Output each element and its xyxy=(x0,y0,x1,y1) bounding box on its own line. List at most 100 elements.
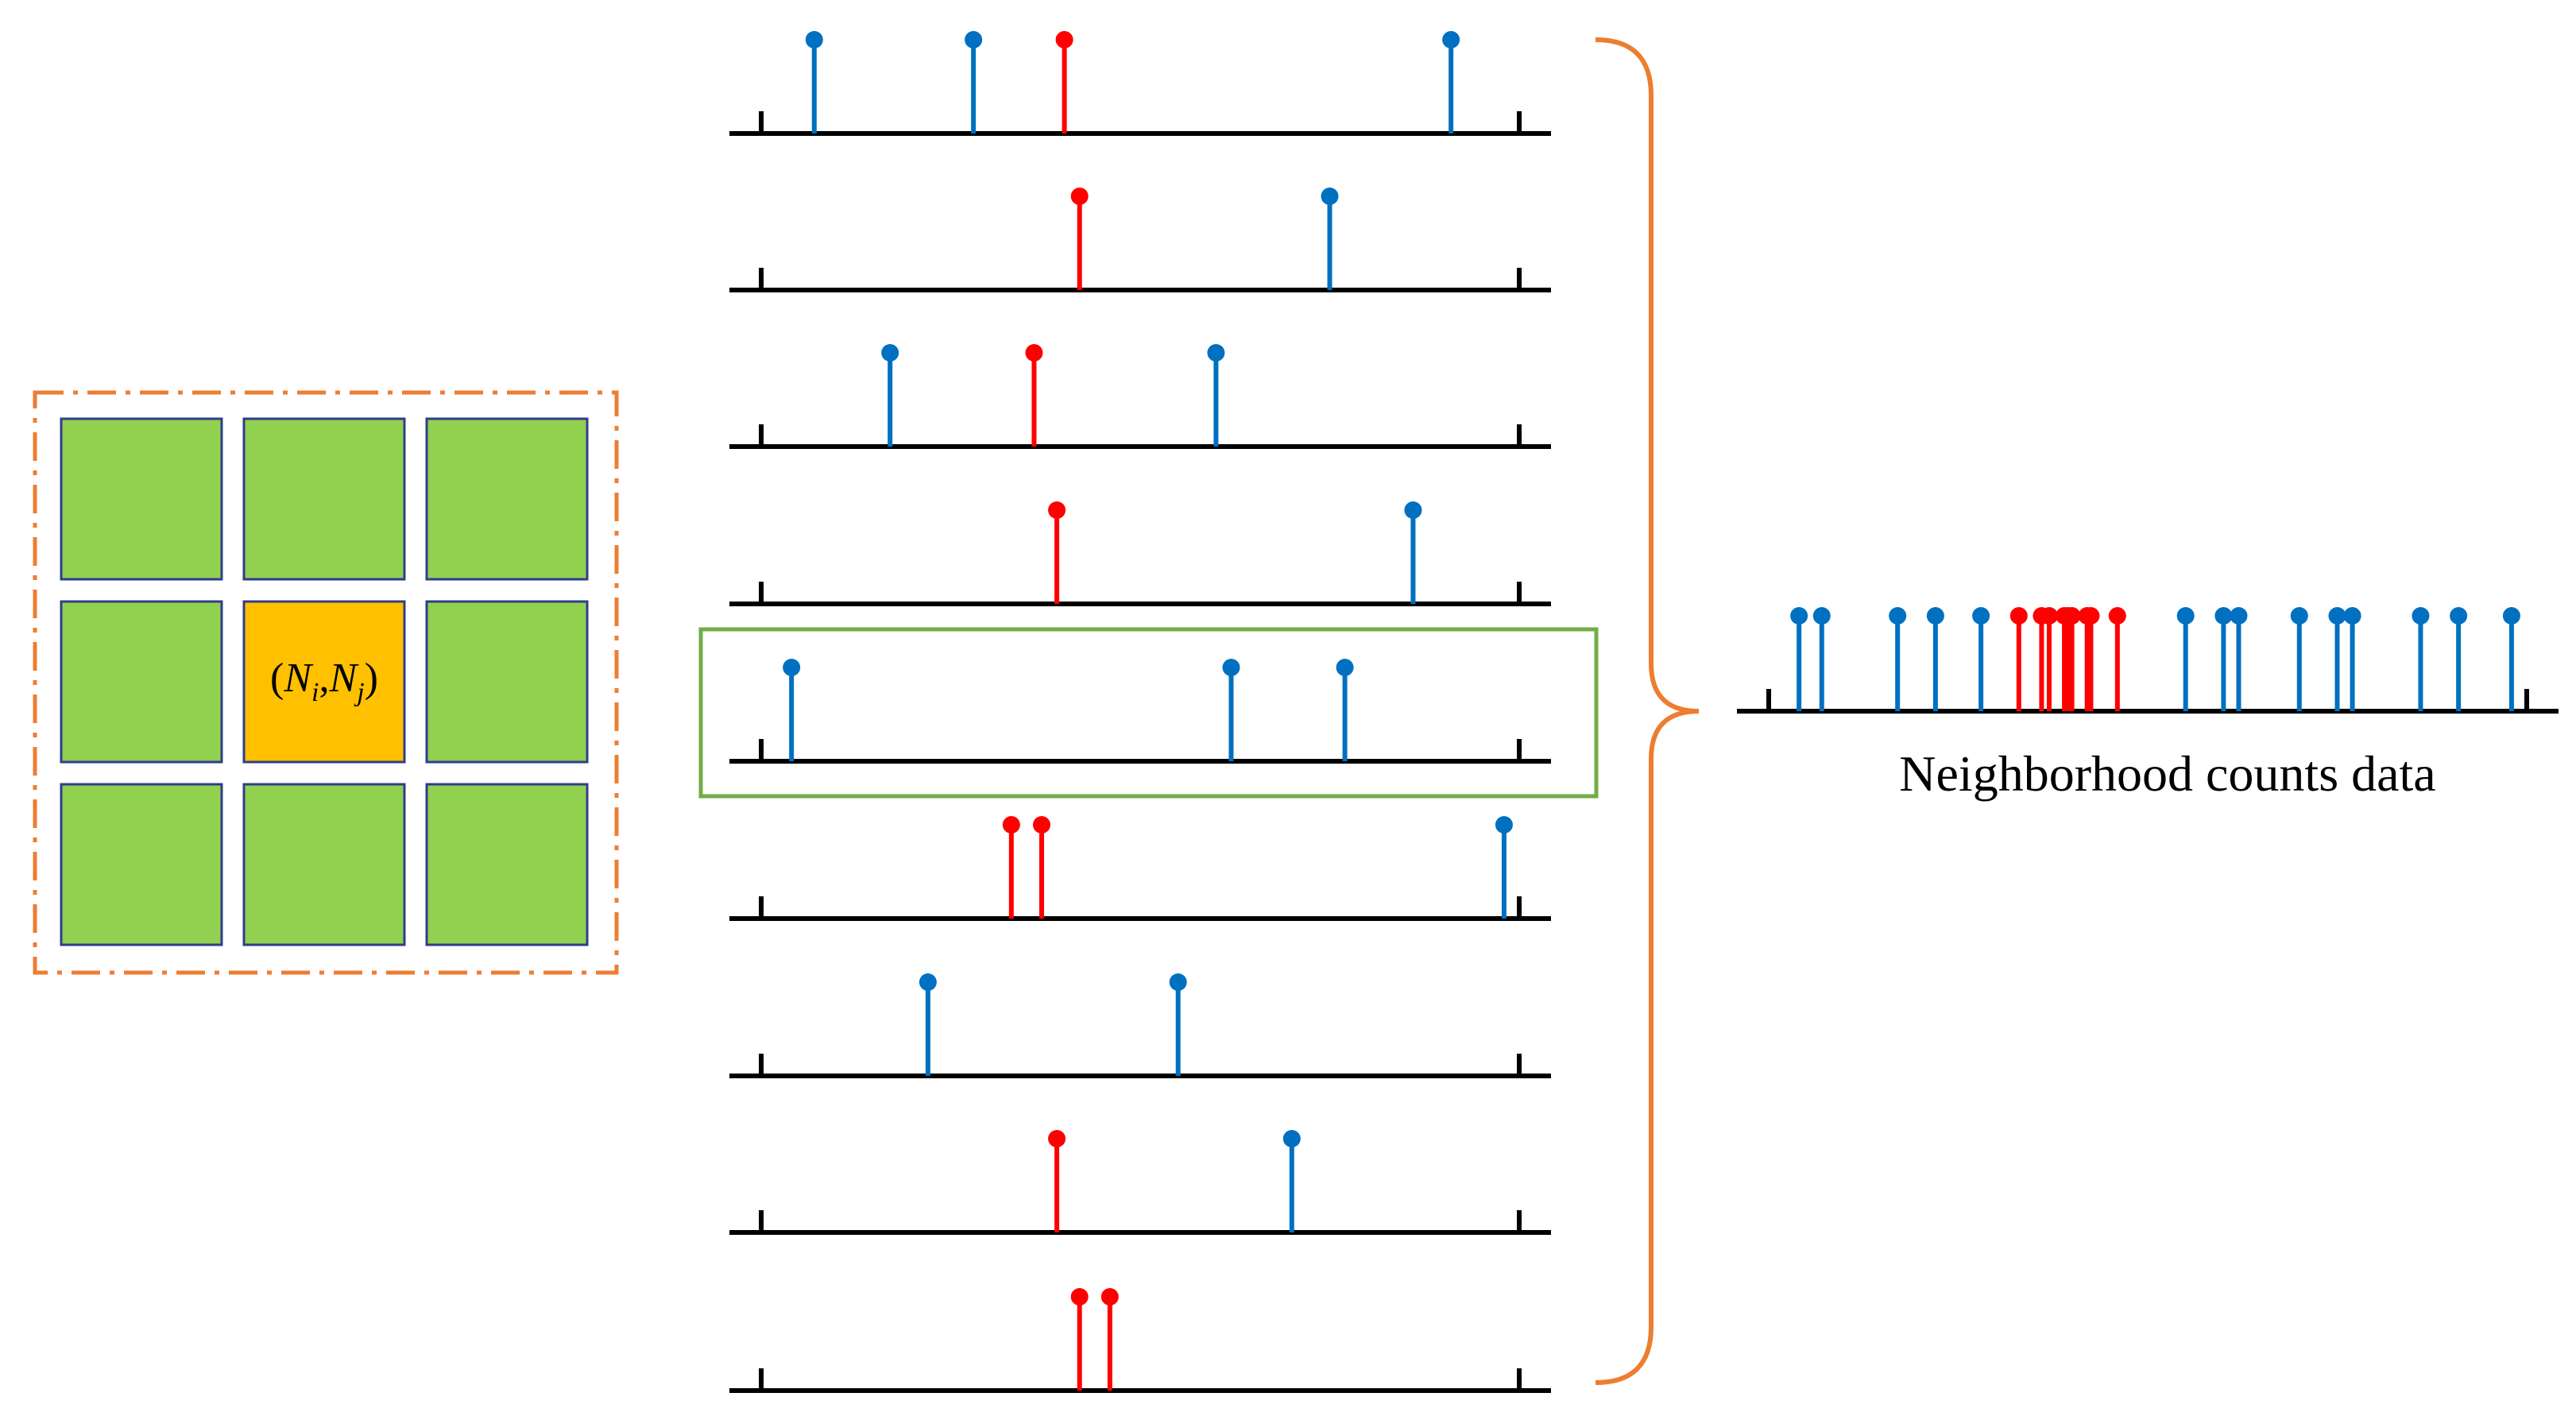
stem-marker xyxy=(2176,607,2195,625)
stem-row-1 xyxy=(729,31,1551,136)
stem-blue xyxy=(1790,607,1808,711)
label-N-i: N xyxy=(283,656,314,701)
stem-marker xyxy=(965,31,983,48)
stem-row-4 xyxy=(729,501,1551,606)
stem-marker xyxy=(1926,607,1944,625)
grouping-brace xyxy=(1595,37,1700,1385)
stem-marker xyxy=(2230,607,2248,625)
stem-red xyxy=(1070,1288,1089,1391)
stem-marker xyxy=(2108,607,2126,625)
stem-marker xyxy=(1790,607,1808,625)
stem-marker xyxy=(1336,659,1354,676)
aggregate-caption: Neighborhood counts data xyxy=(1899,745,2435,802)
stem-marker xyxy=(2040,607,2058,625)
stem-red xyxy=(1048,1130,1066,1232)
stem-blue xyxy=(2230,607,2248,711)
stem-marker xyxy=(1282,1130,1301,1147)
center-cell xyxy=(242,600,406,764)
neighbor-cell xyxy=(60,417,223,581)
neighbor-cell xyxy=(242,417,406,581)
stem-row-9 xyxy=(729,1288,1551,1393)
neighbor-cell xyxy=(425,600,589,764)
stem-blue xyxy=(1972,607,1990,711)
stem-marker xyxy=(1048,501,1066,519)
highlight-box xyxy=(698,627,1599,799)
stem-red xyxy=(1100,1288,1119,1391)
stem-blue xyxy=(805,31,823,133)
stem-red xyxy=(2040,607,2058,711)
stem-blue xyxy=(881,344,899,447)
stem-marker xyxy=(2343,607,2361,625)
aggregate-stem-plot xyxy=(1737,607,2559,714)
stem-marker xyxy=(1032,816,1050,834)
stem-marker xyxy=(1207,344,1225,362)
stem-blue xyxy=(1169,973,1187,1076)
stem-marker xyxy=(1100,1288,1119,1306)
neighborhood-grid: (Ni,Nj) xyxy=(33,390,619,975)
neighbor-cell xyxy=(242,783,406,946)
stem-blue xyxy=(1282,1130,1301,1232)
stem-marker xyxy=(1812,607,1831,625)
stem-blue xyxy=(1926,607,1944,711)
stem-marker xyxy=(1070,1288,1089,1306)
stem-marker xyxy=(1889,607,1907,625)
stem-red xyxy=(1070,188,1089,290)
stem-blue xyxy=(1321,188,1339,290)
stem-blue xyxy=(2450,607,2468,711)
stem-marker xyxy=(1495,816,1513,834)
stem-marker xyxy=(2082,607,2100,625)
label-close-paren: ) xyxy=(365,656,378,701)
stem-blue xyxy=(1442,31,1460,133)
stem-blue xyxy=(1812,607,1831,711)
stem-blue xyxy=(2214,607,2233,711)
stem-blue xyxy=(2328,607,2346,711)
stem-marker xyxy=(2214,607,2233,625)
stem-blue xyxy=(1404,501,1422,604)
label-N-j: N xyxy=(329,656,360,701)
stem-row-2 xyxy=(729,188,1551,292)
stem-marker xyxy=(2290,607,2308,625)
stem-red xyxy=(2082,607,2100,711)
stem-marker xyxy=(805,31,823,48)
stem-row-3 xyxy=(729,344,1551,449)
stem-marker xyxy=(1404,501,1422,519)
stem-blue xyxy=(1495,816,1513,919)
stem-blue xyxy=(2343,607,2361,711)
stem-blue xyxy=(783,659,801,761)
stem-marker xyxy=(1055,31,1073,48)
stem-red xyxy=(1048,501,1066,604)
neighbor-cell xyxy=(60,783,223,946)
neighbor-cell xyxy=(60,600,223,764)
stem-marker xyxy=(881,344,899,362)
stem-marker xyxy=(783,659,801,676)
stem-row-5 xyxy=(698,627,1599,799)
stem-blue xyxy=(965,31,983,133)
stem-red xyxy=(1025,344,1043,447)
stem-marker xyxy=(1169,973,1187,991)
stem-marker xyxy=(1048,1130,1066,1147)
neighborhood-frame xyxy=(33,390,619,975)
stem-blue xyxy=(1889,607,1907,711)
label-comma: , xyxy=(319,656,330,701)
label-subscript-j: j xyxy=(354,678,364,707)
stem-marker xyxy=(2502,607,2520,625)
stem-marker xyxy=(1070,188,1089,205)
stem-row-6 xyxy=(729,816,1551,921)
stem-blue xyxy=(1336,659,1354,761)
stem-red xyxy=(1032,816,1050,919)
stem-blue xyxy=(1207,344,1225,447)
stem-marker xyxy=(919,973,937,991)
stem-marker xyxy=(1025,344,1043,362)
stem-marker xyxy=(1222,659,1240,676)
neighbor-cell xyxy=(425,417,589,581)
stem-marker xyxy=(1002,816,1020,834)
stem-marker xyxy=(2412,607,2430,625)
stem-marker xyxy=(1972,607,1990,625)
stem-red xyxy=(2108,607,2126,711)
stem-blue xyxy=(919,973,937,1076)
stem-row-8 xyxy=(729,1130,1551,1235)
stem-blue xyxy=(1222,659,1240,761)
stem-marker xyxy=(2328,607,2346,625)
stem-red xyxy=(2063,607,2081,711)
